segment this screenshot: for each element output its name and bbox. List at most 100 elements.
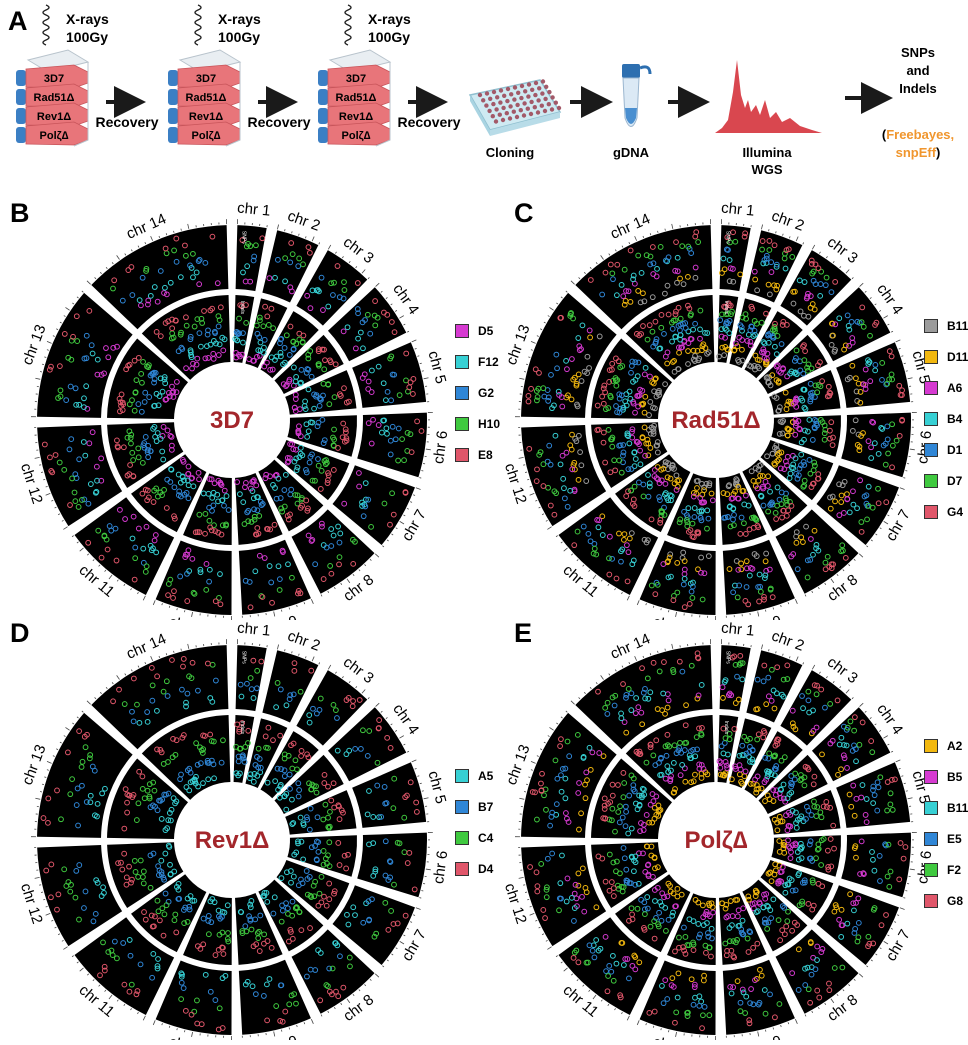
legend-item: G4 xyxy=(924,496,968,527)
chromosome-tick xyxy=(859,974,863,977)
legend-label: D7 xyxy=(947,474,962,488)
chromosome-tick xyxy=(328,1011,329,1013)
chromosome-tick xyxy=(277,644,278,649)
chromosome-tick xyxy=(758,612,759,617)
chromosome-label: chr 2 xyxy=(285,627,322,654)
chromosome-tick xyxy=(87,281,91,284)
chromosome-tick xyxy=(899,348,901,349)
tools-label-line1: (Freebayes, xyxy=(882,127,954,142)
xray-wave-icon xyxy=(345,5,351,45)
recovery-label: Recovery xyxy=(397,114,460,130)
chromosome-tick xyxy=(347,999,350,1003)
legend-item: G8 xyxy=(924,885,968,916)
chromosome-tick xyxy=(396,948,398,949)
chromosome-tick xyxy=(870,717,872,718)
chromosome-tick xyxy=(419,478,421,479)
chromosome-tick xyxy=(131,588,132,590)
chromosome-tick xyxy=(843,989,844,991)
chromosome-label: chr 10 xyxy=(168,1034,212,1040)
chromosome-tick xyxy=(117,675,120,679)
chromosome-tick xyxy=(549,727,553,730)
chromosome-tick xyxy=(854,979,855,980)
legend-swatch xyxy=(455,800,469,814)
plate-well xyxy=(557,106,561,110)
chromosome-tick xyxy=(593,995,596,999)
chromosome-tick xyxy=(665,649,666,651)
chromosome-tick xyxy=(879,310,881,311)
chromosome-tick xyxy=(105,570,106,572)
chromosome-tick xyxy=(399,736,403,739)
xray-label-line2: 100Gy xyxy=(66,29,108,45)
chromosome-tick xyxy=(908,798,913,799)
chromosome-label: chr 14 xyxy=(608,210,653,242)
chromosome-tick xyxy=(865,291,867,292)
plate-well xyxy=(487,109,491,113)
chromosome-tick xyxy=(661,1028,662,1030)
chromosome-tick xyxy=(375,974,379,977)
chromosome-tick xyxy=(109,575,112,579)
chromosome-tick xyxy=(112,682,113,684)
legend-item: D7 xyxy=(924,465,968,496)
chromosome-tick xyxy=(63,947,67,950)
chromosome-tick xyxy=(162,1023,163,1025)
plate-well xyxy=(519,96,523,100)
chromosome-tick xyxy=(304,1022,305,1024)
legend-label: G8 xyxy=(947,894,963,908)
plate-well xyxy=(509,92,513,96)
flask-cap-icon xyxy=(318,127,328,143)
chromosome-tick xyxy=(56,749,58,750)
chromosome-tick xyxy=(866,546,868,547)
chromosome-tick xyxy=(58,514,60,515)
chromosome-tick xyxy=(77,297,79,298)
plate-well xyxy=(540,104,544,108)
flask-label: Rad51Δ xyxy=(336,92,377,104)
chromosome-tick xyxy=(80,548,84,551)
chromosome-label: chr 12 xyxy=(17,881,46,926)
chromosome-tick xyxy=(143,596,145,600)
chromosome-tick xyxy=(173,651,174,653)
chromosome-tick xyxy=(548,316,550,317)
chromosome-tick xyxy=(335,252,336,254)
chromosome-sector-snps xyxy=(236,225,267,291)
chromosome-tick xyxy=(381,711,383,712)
plate-well xyxy=(515,115,519,119)
chromosome-tick xyxy=(82,711,84,712)
flask-cap-icon xyxy=(16,70,26,86)
chromosome-tick xyxy=(887,324,889,325)
chromosome-label: chr 12 xyxy=(17,461,46,506)
plate-well xyxy=(554,101,558,105)
chromosome-tick xyxy=(812,245,814,249)
legend-label: B5 xyxy=(947,770,962,784)
flask-label: Rad51Δ xyxy=(186,92,227,104)
chromosome-label: chr 9 xyxy=(263,1033,299,1040)
chromosome-tick xyxy=(407,928,409,929)
chromosome-tick xyxy=(781,605,782,607)
chromosome-tick xyxy=(548,736,550,737)
flask-cap-icon xyxy=(16,89,26,105)
chromosome-tick xyxy=(35,457,40,458)
chromosome-tick xyxy=(41,892,43,893)
chromosome-tick xyxy=(894,502,896,503)
strain-label: Rev1Δ xyxy=(195,827,270,854)
chromosome-tick xyxy=(761,224,762,229)
chromosome-tick xyxy=(897,915,899,916)
chromosome-tick xyxy=(544,322,546,323)
chromosome-label: chr 13 xyxy=(19,742,50,787)
legend-label: D1 xyxy=(947,443,962,457)
chromosome-sector-snps xyxy=(236,645,267,711)
plate-well xyxy=(516,91,520,95)
chromosome-tick xyxy=(531,770,533,771)
chromosome-label: chr 14 xyxy=(608,630,653,662)
chromosome-tick xyxy=(312,657,314,662)
chromosome-tick xyxy=(99,985,100,986)
chromosome-tick xyxy=(540,749,542,750)
chromosome-tick xyxy=(531,341,536,343)
chromosome-tick xyxy=(106,267,107,269)
chromosome-tick xyxy=(349,261,350,263)
chromosome-tick xyxy=(635,656,637,661)
chromosome-tick xyxy=(124,1004,125,1006)
chromosome-tick xyxy=(901,356,903,357)
